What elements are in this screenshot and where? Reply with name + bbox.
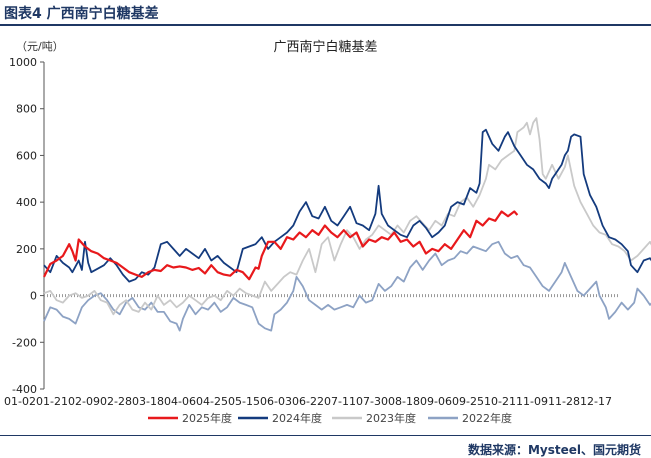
x-tick-label: 04-06 — [164, 395, 196, 408]
y-tick-label: 600 — [16, 149, 37, 162]
legend-label: 2022年度 — [462, 411, 512, 425]
legend-label: 2023年度 — [366, 411, 416, 425]
x-tick-label: 01-02 — [4, 395, 36, 408]
x-tick-label: 01-21 — [36, 395, 68, 408]
x-tick-label: 12-17 — [580, 395, 612, 408]
x-tick-label: 09-25 — [452, 395, 484, 408]
legend-label: 2024年度 — [272, 411, 322, 425]
header-rule — [0, 24, 651, 26]
legend-item-2: 2023年度 — [332, 411, 416, 425]
source-note: 数据来源：Mysteel、国元期货 — [467, 443, 641, 457]
y-tick-label: 200 — [16, 243, 37, 256]
x-tick-label: 07-30 — [356, 395, 388, 408]
x-tick-label: 02-09 — [68, 395, 100, 408]
x-tick-label: 04-25 — [196, 395, 228, 408]
series-line-0 — [43, 210, 519, 281]
x-tick-label: 09-06 — [420, 395, 452, 408]
figure-caption: 图表4 广西南宁白糖基差 — [4, 6, 159, 22]
y-tick-label: -200 — [12, 336, 37, 349]
figure-header: 图表4 广西南宁白糖基差 — [0, 0, 651, 26]
x-tick-labels: 01-02 01-21 02-09 02-28 03-18 04-06 04-25 05-15… — [4, 395, 612, 408]
x-tick-label: 06-03 — [260, 395, 292, 408]
x-tick-label: 03-18 — [132, 395, 164, 408]
x-tick-label: 10-21 — [484, 395, 516, 408]
x-tick-label: 06-22 — [292, 395, 324, 408]
legend-label: 2025年度 — [182, 411, 232, 425]
x-tick-label: 07-11 — [324, 395, 356, 408]
series-line-3 — [43, 240, 651, 332]
legend-item-0: 2025年度 — [148, 411, 232, 425]
x-tick-label: 08-18 — [388, 395, 420, 408]
x-tick-label: 11-09 — [516, 395, 548, 408]
x-tick-label: 11-28 — [548, 395, 580, 408]
chart-title: 广西南宁白糖基差 — [273, 40, 378, 55]
footer-rule — [0, 435, 651, 436]
y-tick-label: 0 — [30, 290, 37, 303]
x-tick-label: 02-28 — [100, 395, 132, 408]
y-tick-label: 800 — [16, 103, 37, 116]
legend-item-3: 2022年度 — [428, 411, 512, 425]
y-tick-label: 1000 — [9, 56, 37, 69]
y-axis-unit-label: （元/吨） — [16, 40, 64, 53]
series-line-1 — [43, 128, 651, 283]
series-line-2 — [43, 117, 651, 316]
legend-item-1: 2024年度 — [238, 411, 322, 425]
x-tick-label: 05-15 — [228, 395, 260, 408]
y-tick-label: 400 — [16, 196, 37, 209]
y-tick-label: -400 — [12, 383, 37, 396]
